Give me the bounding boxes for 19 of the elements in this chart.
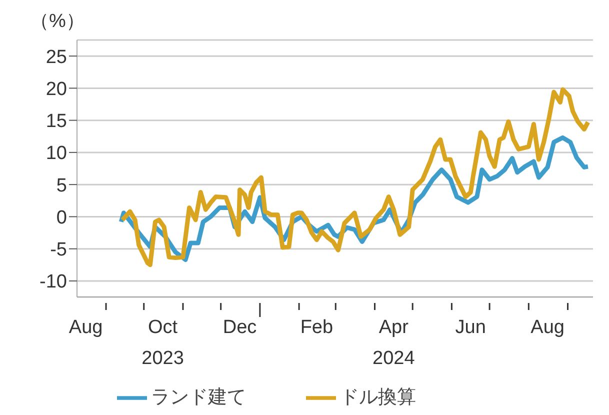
y-tick-label: 15: [46, 111, 67, 132]
x-tick-label: Aug: [530, 317, 564, 338]
x-tick-label: Dec: [222, 317, 257, 338]
x-tick-label: Feb: [300, 317, 334, 338]
x-tick-label: Oct 2023: [142, 317, 184, 369]
y-axis-title: （%）: [30, 10, 85, 34]
y-tick-label: 20: [46, 78, 67, 100]
x-tick-label: Apr 2024: [372, 317, 416, 369]
y-tick-label: 5: [56, 175, 67, 196]
legend-label: ドル換算: [340, 387, 416, 408]
x-tick-label: Aug: [68, 317, 103, 338]
legend-label: ランド建て: [151, 387, 246, 408]
x-tick-label: Jun: [455, 317, 486, 338]
y-tick-label: -5: [50, 240, 67, 261]
y-tick-label: -10: [40, 272, 67, 293]
y-tick-label: 0: [56, 207, 67, 228]
y-tick-label: 10: [46, 143, 67, 164]
line-series: [120, 87, 590, 268]
y-tick-label: 25: [46, 46, 67, 68]
